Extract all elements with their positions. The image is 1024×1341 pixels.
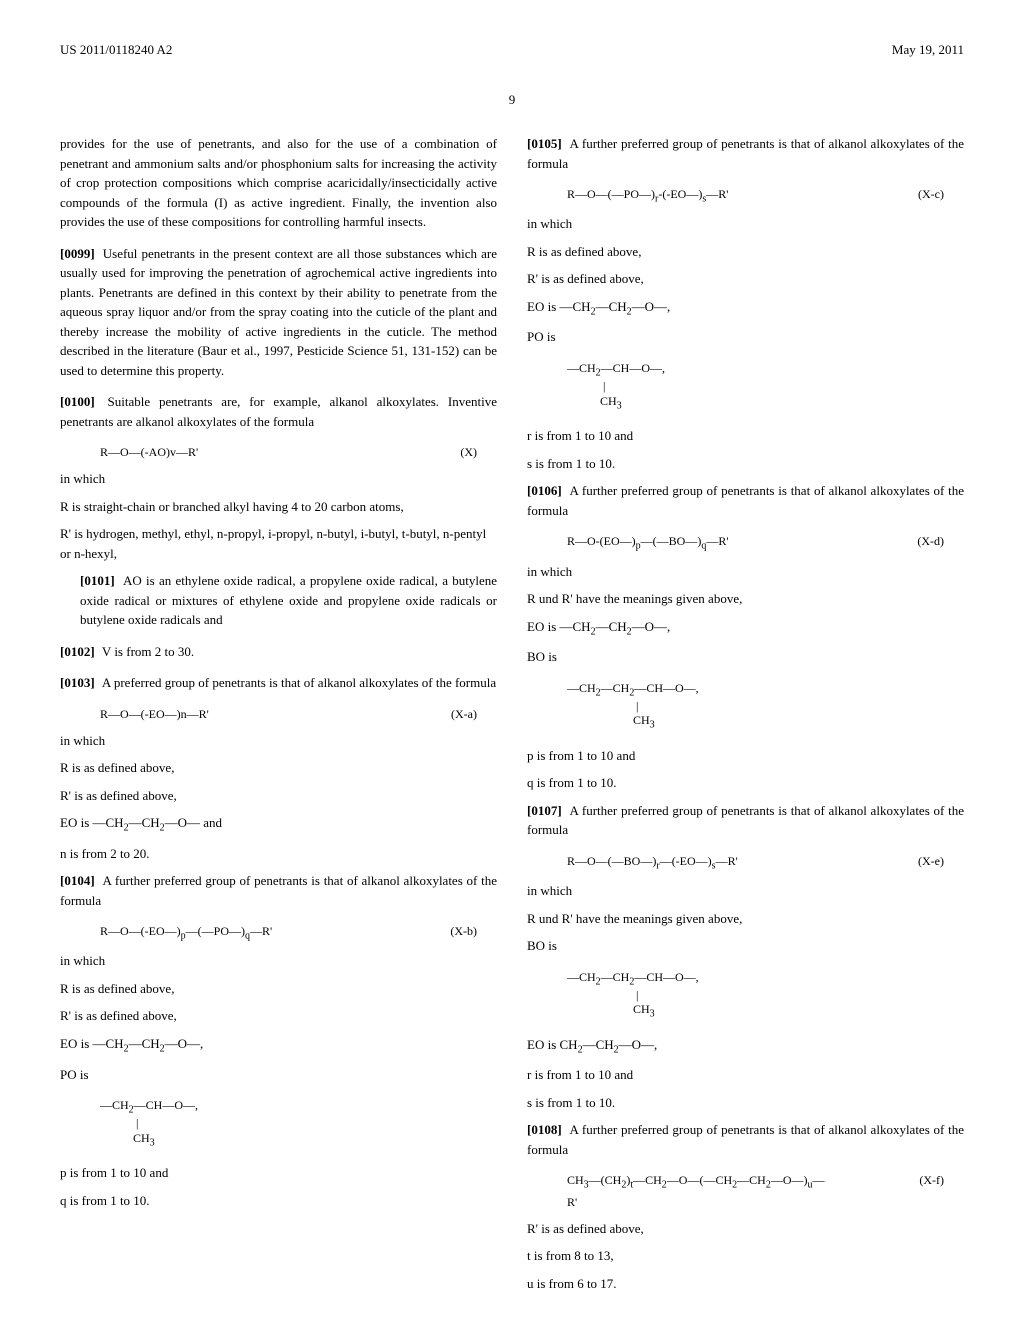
xc-r2: r is from 1 to 10 and [527, 426, 964, 446]
xa-eo: EO is —CH2—CH2—O— and [60, 813, 497, 836]
para-0106: [0106] A further preferred group of pene… [527, 481, 964, 520]
xa-rprime: R' is as defined above, [60, 786, 497, 806]
po-structure-right: —CH2—CH—O—, | CH3 [567, 361, 964, 412]
in-which-xc: in which [527, 214, 964, 234]
rprime-def: R' is hydrogen, methyl, ethyl, n-propyl,… [60, 524, 497, 563]
xb-rprime: R' is as defined above, [60, 1006, 497, 1026]
po-structure-left: —CH2—CH—O—, | CH3 [100, 1098, 497, 1149]
xb-q: q is from 1 to 10. [60, 1191, 497, 1211]
formula-xf: CH3—(CH2)t—CH2—O—(—CH2—CH2—O—)u—R' (X-f) [527, 1171, 964, 1210]
para-0104: [0104] A further preferred group of pene… [60, 871, 497, 910]
in-which: in which [60, 469, 497, 489]
bo-structure: —CH2—CH2—CH—O—, | CH3 [567, 681, 964, 732]
xd-p: p is from 1 to 10 and [527, 746, 964, 766]
xe-s: s is from 1 to 10. [527, 1093, 964, 1113]
in-which-xb: in which [60, 951, 497, 971]
para-0099: [0099] Useful penetrants in the present … [60, 244, 497, 381]
formula-xc: R—O—(—PO—)r-(-EO—)s—R' (X-c) [527, 185, 964, 206]
xe-eo: EO is CH2—CH2—O—, [527, 1035, 964, 1058]
patent-date: May 19, 2011 [892, 40, 964, 60]
intro-text: provides for the use of penetrants, and … [60, 134, 497, 232]
right-column: [0105] A further preferred group of pene… [527, 134, 964, 1301]
xc-r: R is as defined above, [527, 242, 964, 262]
xf-u: u is from 6 to 17. [527, 1274, 964, 1294]
xa-r: R is as defined above, [60, 758, 497, 778]
patent-number: US 2011/0118240 A2 [60, 40, 172, 60]
formula-xa: R—O—(-EO—)n—R' (X-a) [60, 705, 497, 723]
xa-n: n is from 2 to 20. [60, 844, 497, 864]
para-0100: [0100] Suitable penetrants are, for exam… [60, 392, 497, 431]
xd-rrprime: R und R' have the meanings given above, [527, 589, 964, 609]
formula-x: R—O—(-AO)v—R' (X) [60, 443, 497, 461]
xb-p: p is from 1 to 10 and [60, 1163, 497, 1183]
formula-xe: R—O—(—BO—)r—(-EO—)s—R' (X-e) [527, 852, 964, 873]
xf-rprime: R' is as defined above, [527, 1219, 964, 1239]
para-0105: [0105] A further preferred group of pene… [527, 134, 964, 173]
xe-r: r is from 1 to 10 and [527, 1065, 964, 1085]
left-column: provides for the use of penetrants, and … [60, 134, 497, 1301]
para-0108: [0108] A further preferred group of pene… [527, 1120, 964, 1159]
xc-eo: EO is —CH2—CH2—O—, [527, 297, 964, 320]
formula-xb: R—O—(-EO—)p—(—PO—)q—R' (X-b) [60, 922, 497, 943]
page-number: 9 [60, 90, 964, 110]
xf-t: t is from 8 to 13, [527, 1246, 964, 1266]
para-0103: [0103] A preferred group of penetrants i… [60, 673, 497, 693]
xe-bo: BO is [527, 936, 964, 956]
xe-rrprime: R und R' have the meanings given above, [527, 909, 964, 929]
xd-q: q is from 1 to 10. [527, 773, 964, 793]
xc-s: s is from 1 to 10. [527, 454, 964, 474]
xd-bo: BO is [527, 647, 964, 667]
para-0101: [0101] AO is an ethylene oxide radical, … [60, 571, 497, 630]
xb-eo: EO is —CH2—CH2—O—, [60, 1034, 497, 1057]
in-which-xd: in which [527, 562, 964, 582]
r-def: R is straight-chain or branched alkyl ha… [60, 497, 497, 517]
xb-po: PO is [60, 1065, 497, 1085]
para-0102: [0102] V is from 2 to 30. [60, 642, 497, 662]
in-which-xa: in which [60, 731, 497, 751]
formula-xd: R—O-(EO—)p—(—BO—)q—R' (X-d) [527, 532, 964, 553]
xd-eo: EO is —CH2—CH2—O—, [527, 617, 964, 640]
para-0107: [0107] A further preferred group of pene… [527, 801, 964, 840]
xc-rprime: R' is as defined above, [527, 269, 964, 289]
in-which-xe: in which [527, 881, 964, 901]
xc-po: PO is [527, 327, 964, 347]
bo-structure-2: —CH2—CH2—CH—O—, | CH3 [567, 970, 964, 1021]
xb-r: R is as defined above, [60, 979, 497, 999]
